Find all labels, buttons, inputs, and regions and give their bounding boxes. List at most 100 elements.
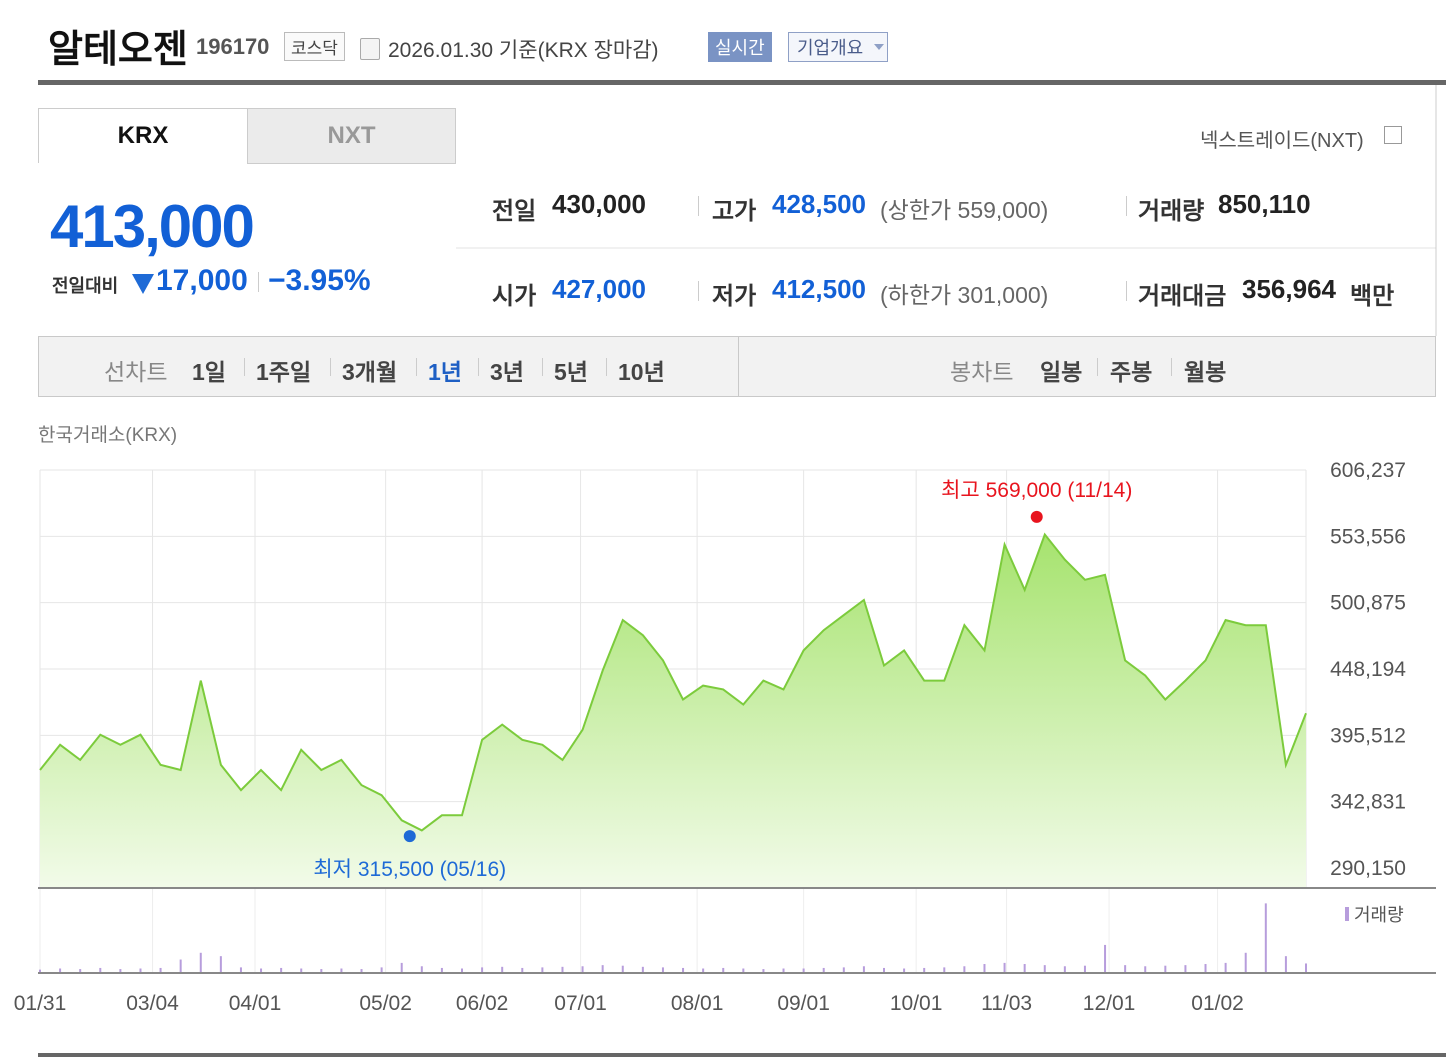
volume-bar bbox=[260, 968, 263, 973]
volume-bar bbox=[601, 965, 604, 973]
extreme-marker bbox=[403, 830, 416, 843]
stat-note: (하한가 301,000) bbox=[880, 282, 1049, 308]
volume-bar bbox=[440, 967, 443, 973]
period-tab[interactable]: 5년 bbox=[554, 359, 588, 385]
stat-value: 412,500 bbox=[772, 274, 866, 304]
volume-bar bbox=[59, 968, 62, 973]
period-tab[interactable]: 3개월 bbox=[342, 359, 398, 385]
x-tick-label: 03/04 bbox=[126, 992, 179, 1015]
volume-bar bbox=[1063, 966, 1066, 973]
volume-bar bbox=[1043, 965, 1046, 973]
y-tick-label: 606,237 bbox=[1330, 459, 1406, 482]
line-chart-label: 선차트 bbox=[104, 359, 168, 385]
legend-swatch bbox=[1345, 907, 1349, 921]
volume-bar bbox=[883, 967, 885, 973]
volume-bar bbox=[1124, 965, 1127, 973]
volume-bar bbox=[581, 966, 584, 973]
volume-bar bbox=[340, 968, 343, 973]
separator bbox=[1126, 196, 1127, 216]
stat-value: 428,500 bbox=[772, 189, 866, 219]
plot: 290,150 342,831 395,512 448,194 500,875 553,5… bbox=[14, 459, 1436, 1015]
change-amount: 17,000 bbox=[156, 264, 248, 297]
volume-bar bbox=[481, 967, 484, 973]
volume-bar bbox=[79, 969, 82, 973]
volume-bar bbox=[39, 969, 41, 973]
separator bbox=[258, 272, 259, 292]
volume-bar bbox=[199, 952, 202, 973]
y-tick-label: 448,194 bbox=[1330, 658, 1406, 681]
period-tab[interactable]: 10년 bbox=[618, 359, 665, 385]
volume-bar bbox=[420, 966, 423, 973]
company-button[interactable]: 기업개요 bbox=[788, 32, 889, 62]
volume-bar bbox=[1003, 962, 1006, 973]
x-tick-label: 08/01 bbox=[671, 992, 724, 1015]
period-tab[interactable]: 일봉 bbox=[1040, 359, 1083, 385]
stat-value: 427,000 bbox=[552, 274, 646, 304]
period-tab[interactable]: 1일 bbox=[192, 359, 226, 385]
stat-value: 850,110 bbox=[1218, 189, 1311, 219]
period-tab[interactable]: 1주일 bbox=[256, 359, 312, 385]
volume-bar bbox=[239, 967, 242, 973]
volume-bar bbox=[621, 965, 624, 973]
x-tick-label: 11/03 bbox=[981, 992, 1032, 1015]
stat-label: 시가 bbox=[492, 283, 537, 310]
extreme-marker bbox=[1030, 510, 1043, 523]
nxt-link[interactable]: 넥스트레이드(NXT) bbox=[1200, 130, 1364, 152]
separator bbox=[1126, 281, 1127, 301]
volume-bar bbox=[219, 956, 222, 973]
separator bbox=[1171, 358, 1172, 376]
tab-nxt[interactable]: NXT bbox=[247, 108, 456, 164]
volume-bar bbox=[320, 969, 323, 973]
x-tick-label: 09/01 bbox=[777, 992, 830, 1015]
volume-bar bbox=[1305, 963, 1307, 973]
current-price: 413,000 bbox=[50, 193, 255, 260]
stat-value: 356,964 bbox=[1242, 274, 1336, 304]
help-icon[interactable] bbox=[1384, 126, 1402, 144]
company-name: 알테오젠 bbox=[48, 29, 188, 71]
stat-label: 고가 bbox=[712, 198, 757, 225]
stat-label: 저가 bbox=[712, 283, 757, 310]
volume-bar bbox=[842, 967, 845, 973]
volume-bar bbox=[1023, 964, 1026, 973]
period-bar bbox=[38, 336, 1436, 397]
period-tab[interactable]: 3년 bbox=[490, 359, 524, 385]
change-rate: −3.95% bbox=[268, 264, 371, 297]
volume-bar bbox=[1083, 965, 1086, 973]
y-tick-label: 342,831 bbox=[1330, 791, 1406, 814]
volume-bar bbox=[461, 968, 463, 973]
volume-bar bbox=[742, 968, 745, 973]
stock-code: 196170 bbox=[196, 34, 270, 59]
price-line bbox=[39, 532, 1307, 832]
separator bbox=[416, 358, 417, 376]
volume-bar bbox=[280, 967, 283, 973]
period-tab[interactable]: 월봉 bbox=[1184, 359, 1227, 385]
period-tab[interactable]: 주봉 bbox=[1110, 359, 1153, 385]
volume-bar bbox=[702, 968, 705, 973]
legend-label: 거래량 bbox=[1354, 905, 1404, 925]
separator bbox=[606, 358, 607, 376]
volume-bar bbox=[762, 969, 765, 973]
price-area bbox=[40, 534, 1306, 888]
stat-label: 전일 bbox=[492, 198, 537, 225]
volume-bar bbox=[1164, 965, 1167, 973]
volume-bar bbox=[722, 967, 725, 973]
volume-bar bbox=[139, 968, 142, 973]
volume-bar bbox=[1244, 952, 1247, 973]
volume-bar bbox=[822, 967, 825, 973]
y-tick-label: 290,150 bbox=[1330, 857, 1406, 880]
tab-krx[interactable]: KRX bbox=[38, 108, 248, 163]
separator bbox=[1097, 358, 1098, 376]
x-tick-label: 04/01 bbox=[229, 992, 282, 1015]
footer-rule bbox=[38, 1053, 1446, 1057]
stat-note: (상한가 559,000) bbox=[880, 197, 1049, 223]
volume-bar bbox=[903, 968, 906, 973]
realtime-button[interactable]: 실시간 bbox=[708, 32, 772, 62]
stat-unit: 백만 bbox=[1350, 283, 1395, 310]
y-tick-label: 395,512 bbox=[1330, 724, 1406, 747]
calendar-icon bbox=[360, 38, 380, 60]
separator bbox=[542, 358, 543, 376]
stat-value: 430,000 bbox=[552, 189, 646, 219]
period-tab[interactable]: 1년 bbox=[428, 359, 462, 385]
